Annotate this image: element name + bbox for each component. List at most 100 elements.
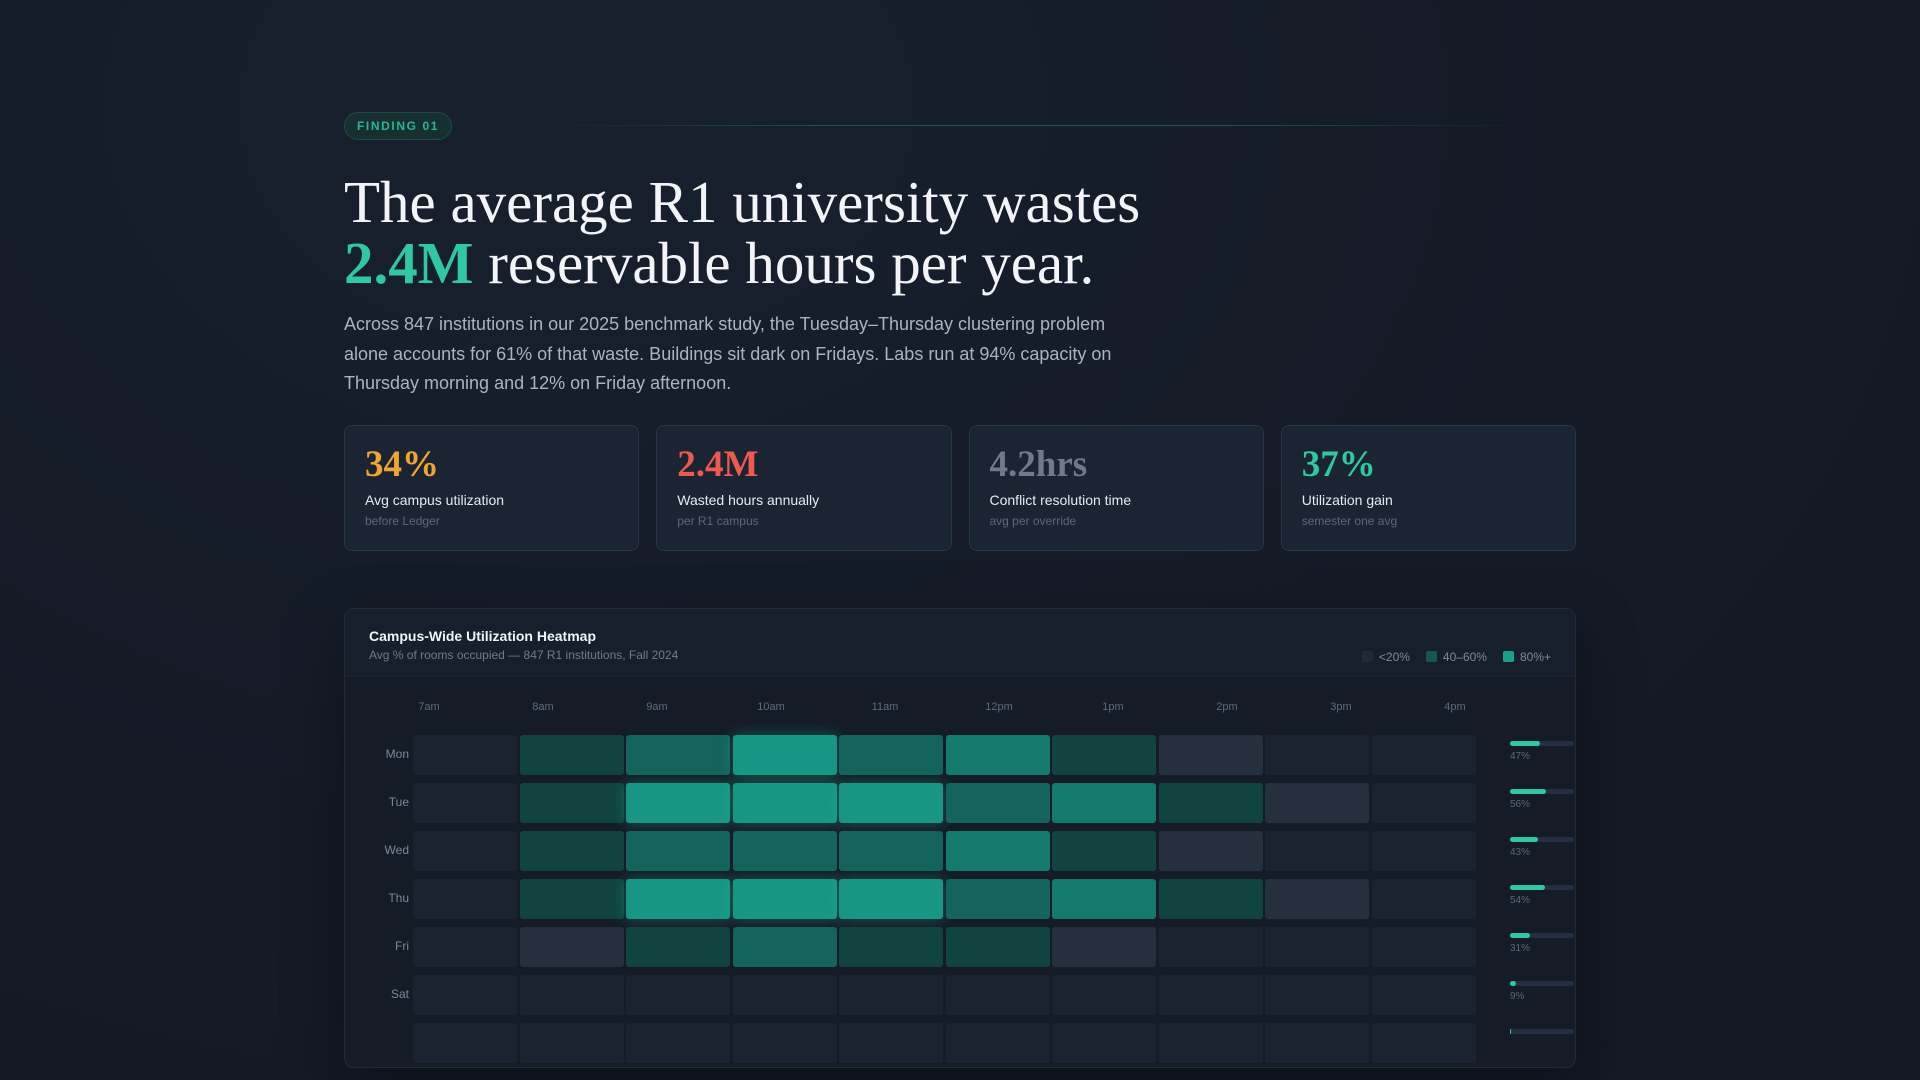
heatmap-cell[interactable]	[413, 1022, 517, 1063]
heatmap-cell[interactable]	[839, 1022, 943, 1063]
heatmap-row: Mon 47%	[369, 734, 1574, 783]
heatmap-cell[interactable]	[945, 830, 1050, 871]
day-label: Wed	[384, 842, 409, 857]
heatmap-cell[interactable]	[519, 734, 624, 775]
hour-label: 4pm	[1444, 700, 1466, 713]
heatmap-row: Fri 31%	[369, 926, 1574, 975]
heatmap-cell[interactable]	[519, 830, 624, 871]
heatmap-cell[interactable]	[413, 878, 517, 919]
heatmap-cell[interactable]	[413, 782, 517, 823]
heatmap-cell[interactable]	[839, 734, 943, 775]
legend-item: 40–60%	[1425, 638, 1487, 676]
heatmap-cell[interactable]	[1371, 878, 1476, 919]
heatmap-cell[interactable]	[1158, 926, 1263, 967]
heatmap-cell[interactable]	[413, 926, 517, 967]
heatmap-cell[interactable]	[519, 878, 624, 919]
day-label: Sat	[390, 986, 409, 1001]
heatmap-cell[interactable]	[1158, 1022, 1263, 1063]
heatmap-cell[interactable]	[1052, 782, 1156, 823]
hour-label: 8am	[532, 700, 554, 713]
day-label: Tue	[388, 794, 409, 809]
heatmap-cell[interactable]	[626, 734, 730, 775]
row-utilization: 54%	[1510, 884, 1574, 906]
heatmap-cell[interactable]	[1371, 782, 1476, 823]
heatmap-cell[interactable]	[626, 926, 730, 967]
heatmap-cell[interactable]	[732, 734, 837, 775]
heatmap-cell[interactable]	[1158, 782, 1263, 823]
heatmap-cell[interactable]	[1265, 1022, 1369, 1063]
heatmap-cell[interactable]	[1371, 734, 1476, 775]
heatmap-cell[interactable]	[1052, 734, 1156, 775]
heatmap-cell[interactable]	[839, 782, 943, 823]
heatmap-cell[interactable]	[1158, 830, 1263, 871]
heatmap-cell[interactable]	[732, 926, 837, 967]
heatmap-cell[interactable]	[1265, 974, 1369, 1015]
hour-label: 11am	[871, 700, 899, 713]
heatmap-cell[interactable]	[1265, 926, 1369, 967]
day-label: Thu	[388, 890, 409, 905]
heatmap-cell[interactable]	[519, 1022, 624, 1063]
heatmap-cell[interactable]	[1371, 830, 1476, 871]
heatmap-cell[interactable]	[626, 1022, 730, 1063]
heatmap-legend: <20% 40–60% 80%+	[1361, 638, 1551, 676]
finding-badge: FINDING 01	[344, 111, 453, 140]
heatmap-cell[interactable]	[839, 974, 943, 1015]
heatmap-cell[interactable]	[1265, 830, 1369, 871]
utilization-fill	[1510, 884, 1545, 890]
heatmap-cell[interactable]	[519, 974, 624, 1015]
heatmap-cell[interactable]	[945, 1022, 1050, 1063]
heatmap-cell[interactable]	[626, 830, 730, 871]
heatmap-cell[interactable]	[1052, 926, 1156, 967]
heatmap-cell[interactable]	[1158, 974, 1263, 1015]
heatmap-cell[interactable]	[1265, 878, 1369, 919]
legend-swatch	[1425, 651, 1437, 662]
heatmap-cell[interactable]	[626, 878, 730, 919]
utilization-fill	[1510, 788, 1546, 794]
heatmap-cell[interactable]	[1371, 1022, 1476, 1063]
heatmap-cell[interactable]	[413, 830, 517, 871]
heatmap-cell[interactable]	[1052, 878, 1156, 919]
legend-item: <20%	[1361, 638, 1410, 676]
heatmap-cell[interactable]	[839, 926, 943, 967]
heatmap-cell[interactable]	[732, 782, 837, 823]
heatmap-panel: Campus-Wide Utilization Heatmap Avg % of…	[344, 607, 1576, 1068]
heatmap-cell[interactable]	[732, 1022, 837, 1063]
heatmap-cell[interactable]	[945, 734, 1050, 775]
utilization-value: 54%	[1510, 894, 1531, 906]
heatmap-cell[interactable]	[1158, 734, 1263, 775]
heatmap-cell[interactable]	[1052, 830, 1156, 871]
heatmap-cell[interactable]	[1371, 926, 1476, 967]
heatmap-cell[interactable]	[945, 782, 1050, 823]
legend-swatch	[1361, 651, 1373, 662]
heatmap-cell[interactable]	[1158, 878, 1263, 919]
headline-after: reservable hours per year.	[473, 230, 1095, 296]
stat-card: 4.2hrs Conflict resolution time avg per ov…	[968, 424, 1264, 551]
heatmap-cell[interactable]	[839, 878, 943, 919]
heatmap-cell[interactable]	[519, 926, 624, 967]
heatmap-cell[interactable]	[413, 974, 517, 1015]
heatmap-cell[interactable]	[945, 878, 1050, 919]
legend-label: 80%+	[1519, 649, 1551, 664]
heatmap-row: Thu 54%	[369, 878, 1574, 927]
stat-value: 34%	[365, 443, 439, 485]
heatmap-cell[interactable]	[945, 926, 1050, 967]
utilization-fill	[1510, 740, 1541, 746]
heatmap-cell[interactable]	[1052, 1022, 1156, 1063]
heatmap-cell[interactable]	[732, 974, 837, 1015]
heatmap-cell[interactable]	[839, 830, 943, 871]
heatmap-cell[interactable]	[1371, 974, 1476, 1015]
heatmap-cell[interactable]	[945, 974, 1050, 1015]
heatmap-cell[interactable]	[626, 782, 730, 823]
heatmap-cell[interactable]	[1265, 734, 1369, 775]
hour-label: 2pm	[1216, 700, 1238, 713]
hour-label: 1pm	[1102, 700, 1124, 713]
heatmap-row	[369, 1022, 1574, 1067]
heatmap-cell[interactable]	[1052, 974, 1156, 1015]
heatmap-cell[interactable]	[1265, 782, 1369, 823]
utilization-bar	[1510, 1028, 1574, 1034]
heatmap-cell[interactable]	[413, 734, 517, 775]
heatmap-cell[interactable]	[519, 782, 624, 823]
heatmap-cell[interactable]	[626, 974, 730, 1015]
heatmap-cell[interactable]	[732, 830, 837, 871]
heatmap-cell[interactable]	[732, 878, 837, 919]
